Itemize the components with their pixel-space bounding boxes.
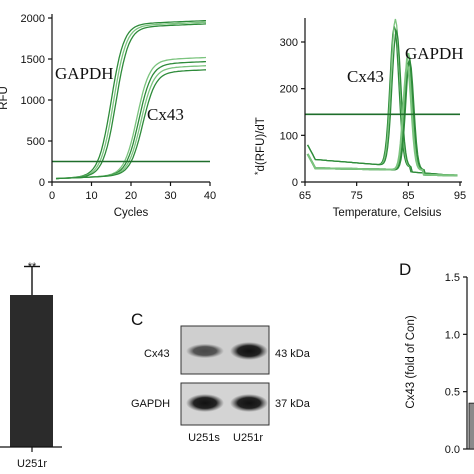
panel-a-xtick-label: 0: [49, 190, 55, 202]
panel-d-y-ticks: 0.0 0.5 1.0 1.5: [445, 272, 467, 456]
panel-a-curves: [55, 19, 207, 180]
panel-e: ** U251r: [0, 261, 62, 470]
panel-c-band-cx43-u251r: [230, 342, 268, 360]
panel-a-curve-gapdh: [55, 19, 207, 180]
panel-a-y-ticks: 0 500 1000 1500 2000: [21, 13, 52, 189]
panel-b-x-ticks: 65 75 85 95: [299, 182, 466, 202]
panel-b-cx43-label: Cx43: [347, 67, 384, 86]
panel-b-xtick-label: 65: [299, 190, 311, 202]
panel-e-bar-u251r: [10, 295, 53, 447]
panel-d: D 0.0 0.5 1.0 1.5 Cx43 (fold of Con): [399, 260, 474, 456]
panel-a-cx43-label: Cx43: [147, 105, 184, 124]
panel-b-xtick-label: 95: [454, 190, 466, 202]
panel-c-band-gapdh-u251r: [230, 394, 268, 412]
panel-a-xtick-label: 20: [125, 190, 137, 202]
panel-a-xtick-label: 40: [204, 190, 216, 202]
panel-a-curve-gapdh: [56, 21, 206, 180]
panel-c-band-gapdh-u251s: [186, 394, 224, 412]
panel-b: 0 100 200 300 65 75 85 95 *d(RFU)/dT Temperatu…: [253, 18, 466, 219]
panel-a-xtick-label: 10: [85, 190, 97, 202]
panel-d-ytick-label: 0.5: [445, 387, 460, 399]
panel-a-xtick-label: 30: [164, 190, 176, 202]
panel-c-row2-label: GAPDH: [131, 398, 170, 410]
panel-b-y-label: *d(RFU)/dT: [253, 117, 267, 175]
panel-b-curves: [306, 18, 458, 177]
panel-c-row1-kda: 43 kDa: [275, 348, 311, 360]
panel-b-ytick-label: 300: [280, 37, 298, 49]
panel-b-xtick-label: 85: [402, 190, 414, 202]
panel-c-row2-kda: 37 kDa: [275, 398, 311, 410]
panel-b-y-label-text: d(RFU)/dT: [255, 117, 267, 171]
panel-d-ytick-label: 0.0: [445, 444, 460, 456]
panel-a-x-label: Cycles: [114, 207, 149, 219]
panel-c-bands: [186, 342, 268, 412]
panel-b-curve-cx43: [307, 28, 458, 177]
panel-d-ytick-label: 1.5: [445, 272, 460, 284]
panel-a-x-ticks: 0 10 20 30 40: [49, 182, 216, 202]
panel-d-y-label: Cx43 (fold of Con): [405, 315, 417, 408]
panel-c-row1-label: Cx43: [144, 348, 170, 360]
panel-a-ytick-label: 500: [27, 136, 45, 148]
panel-b-ytick-label: 0: [292, 177, 298, 189]
panel-b-curve-gapdh: [306, 61, 458, 177]
panel-c-lane1: U251s: [188, 432, 220, 444]
panel-d-bar: [468, 402, 474, 450]
panel-a-ytick-label: 2000: [21, 13, 45, 25]
panel-a-ytick-label: 1500: [21, 54, 45, 66]
panel-a-ytick-label: 1000: [21, 95, 45, 107]
panel-a-ytick-label: 0: [39, 177, 45, 189]
panel-b-xtick-label: 75: [351, 190, 363, 202]
panel-b-ytick-label: 100: [280, 130, 298, 142]
panel-e-category-label: U251r: [17, 458, 47, 470]
panel-c: C Cx43 43 kDa GAPDH 37 kDa U251s U251r: [131, 310, 311, 444]
panel-a: 0 500 1000 1500 2000 0 10 20 30 40 RFU Cycles GA…: [0, 13, 216, 219]
panel-b-x-label: Temperature, Celsius: [333, 207, 442, 219]
panel-c-letter: C: [131, 310, 143, 329]
panel-d-ytick-label: 1.0: [445, 329, 460, 341]
panel-b-ytick-label: 200: [280, 84, 298, 96]
panel-c-lane2: U251r: [233, 432, 263, 444]
panel-a-gapdh-label: GAPDH: [55, 64, 114, 83]
panel-b-y-label-prefix: *: [253, 171, 263, 175]
panel-e-significance: **: [28, 261, 37, 273]
panel-d-letter: D: [399, 260, 411, 279]
panel-b-gapdh-label: GAPDH: [405, 44, 464, 63]
panel-b-y-ticks: 0 100 200 300: [280, 37, 305, 189]
panel-b-curve-cx43: [307, 18, 458, 177]
panel-c-band-cx43-u251s: [186, 343, 224, 359]
panel-a-y-label: RFU: [0, 86, 10, 110]
